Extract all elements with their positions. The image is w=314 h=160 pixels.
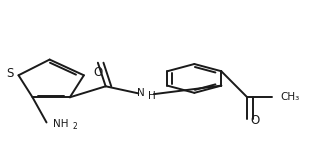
Text: N: N	[137, 88, 145, 98]
Text: 2: 2	[73, 122, 78, 131]
Text: O: O	[250, 114, 260, 127]
Text: O: O	[93, 66, 102, 79]
Text: H: H	[149, 91, 156, 101]
Text: CH₃: CH₃	[280, 92, 299, 101]
Text: NH: NH	[53, 119, 68, 129]
Text: S: S	[6, 67, 14, 80]
